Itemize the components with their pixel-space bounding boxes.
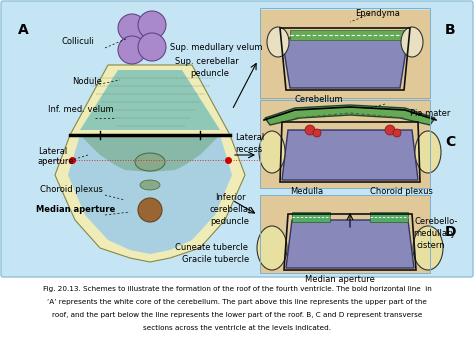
- Circle shape: [385, 125, 395, 135]
- Text: Cerebellum: Cerebellum: [295, 96, 344, 105]
- Bar: [260, 100, 430, 188]
- Ellipse shape: [140, 180, 160, 190]
- Text: Lateral: Lateral: [235, 133, 264, 142]
- Ellipse shape: [401, 27, 423, 57]
- Text: Inf. med. velum: Inf. med. velum: [48, 106, 114, 115]
- Ellipse shape: [257, 226, 287, 270]
- Polygon shape: [80, 135, 220, 172]
- Polygon shape: [55, 135, 245, 262]
- Text: Sup. cerebellar: Sup. cerebellar: [175, 57, 239, 66]
- Polygon shape: [68, 135, 232, 254]
- Bar: [260, 195, 430, 273]
- Text: recess: recess: [235, 146, 262, 154]
- Text: Inferior: Inferior: [215, 193, 246, 203]
- Text: D: D: [445, 225, 456, 239]
- Text: Colliculi: Colliculi: [62, 37, 95, 46]
- Text: Fig. 20.13. Schemes to illustrate the formation of the roof of the fourth ventri: Fig. 20.13. Schemes to illustrate the fo…: [43, 286, 431, 292]
- Circle shape: [118, 14, 146, 42]
- Text: peduncle: peduncle: [190, 69, 229, 78]
- Text: roof, and the part below the line represents the lower part of the roof. B, C an: roof, and the part below the line repres…: [52, 312, 422, 318]
- Text: Choroid plexus: Choroid plexus: [40, 185, 103, 194]
- Text: Cuneate tubercle: Cuneate tubercle: [175, 244, 248, 252]
- Text: Nodule: Nodule: [72, 77, 102, 86]
- Ellipse shape: [415, 131, 441, 173]
- Text: peduncle: peduncle: [210, 217, 249, 226]
- Text: Choroid plexus: Choroid plexus: [370, 187, 433, 196]
- Bar: [260, 10, 430, 100]
- Bar: [290, 30, 408, 40]
- Circle shape: [138, 198, 162, 222]
- Text: medullary: medullary: [413, 229, 456, 238]
- Text: Medulla: Medulla: [290, 187, 323, 196]
- Text: Median aperture: Median aperture: [36, 205, 115, 215]
- Text: sections across the ventricle at the levels indicated.: sections across the ventricle at the lev…: [143, 325, 331, 331]
- Text: Pia mater: Pia mater: [410, 109, 450, 118]
- Ellipse shape: [413, 226, 443, 270]
- FancyBboxPatch shape: [1, 1, 473, 277]
- Polygon shape: [286, 220, 414, 268]
- Text: aperture: aperture: [38, 158, 74, 166]
- Polygon shape: [70, 65, 230, 135]
- Polygon shape: [265, 105, 435, 125]
- Text: Lateral: Lateral: [38, 148, 67, 157]
- Circle shape: [313, 129, 321, 137]
- Ellipse shape: [135, 153, 165, 171]
- Bar: [292, 212, 330, 222]
- Circle shape: [118, 36, 146, 64]
- Polygon shape: [282, 38, 408, 88]
- Circle shape: [138, 11, 166, 39]
- Text: cerebellar: cerebellar: [210, 205, 253, 215]
- Bar: [370, 212, 408, 222]
- Text: cistern: cistern: [417, 241, 446, 250]
- Ellipse shape: [259, 131, 285, 173]
- Circle shape: [305, 125, 315, 135]
- Text: Cerebello-: Cerebello-: [415, 217, 458, 226]
- Text: A: A: [18, 23, 29, 37]
- Circle shape: [138, 33, 166, 61]
- Polygon shape: [80, 70, 220, 130]
- Ellipse shape: [267, 27, 289, 57]
- Text: Median aperture: Median aperture: [305, 276, 375, 284]
- Polygon shape: [282, 130, 418, 180]
- Text: Ependyma: Ependyma: [355, 10, 400, 19]
- Text: Sup. medullary velum: Sup. medullary velum: [170, 43, 263, 53]
- Text: C: C: [445, 135, 455, 149]
- Circle shape: [393, 129, 401, 137]
- Text: B: B: [445, 23, 456, 37]
- Text: ‘A’ represents the white core of the cerebellum. The part above this line repres: ‘A’ represents the white core of the cer…: [47, 299, 427, 305]
- Text: Gracile tubercle: Gracile tubercle: [182, 256, 249, 265]
